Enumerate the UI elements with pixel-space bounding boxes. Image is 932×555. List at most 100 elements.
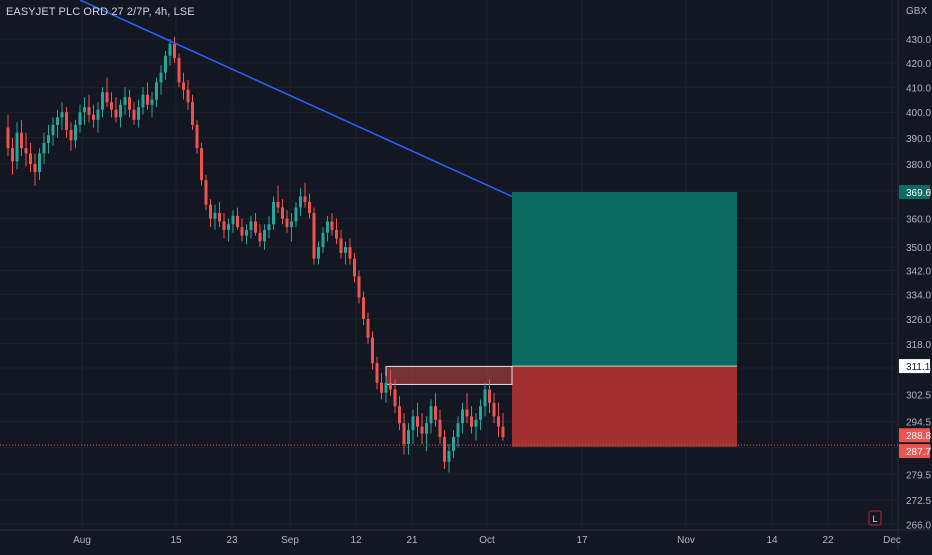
candle-body [110,102,113,110]
currency-label: GBX [906,6,927,17]
candle-body [24,148,28,154]
candle-body [191,102,194,125]
candle-body [159,72,163,83]
candle-body [285,218,289,228]
candle-body [488,389,491,403]
candle-body [83,107,86,113]
candle-body [236,215,239,228]
candle-body [101,92,104,110]
candle-body [438,419,442,438]
candle-body [6,127,10,149]
candle-body [33,164,37,173]
candle-body [411,416,415,431]
trendline[interactable] [79,0,513,198]
candle-body [276,201,280,208]
candle-body [240,227,244,236]
price-label-box [899,428,930,443]
log-scale-button[interactable] [868,510,882,526]
log-scale-label: L [872,514,877,524]
candle-body [245,229,248,236]
candle-body [164,55,167,73]
candle-body [380,382,383,393]
candle-body [420,426,424,434]
time-tick-label: 12 [350,535,362,546]
price-label: 287.7 [906,447,931,458]
time-tick-label: Aug [73,535,91,546]
candle-body [186,89,190,103]
candle-body [78,112,82,125]
candle-body [150,99,154,105]
candle-body [132,109,136,120]
time-tick-label: Nov [677,535,695,546]
candle-body [456,423,460,438]
candle-body [362,297,365,319]
candle-body [20,132,23,149]
candle-body [452,437,455,452]
candle-body [348,247,352,259]
candle-body [231,215,235,225]
candle-body [497,416,500,427]
candle-body [47,135,50,143]
supply-zone-box[interactable] [385,365,513,385]
candle-body [60,112,64,118]
candle-body [344,247,347,253]
price-tick-label: 350.0 [906,243,931,254]
time-tick-label: 22 [822,535,834,546]
candle-body [375,363,379,383]
candle-body [402,423,406,445]
candle-body [137,107,140,120]
candle-body [290,221,293,228]
price-label: 311.1 [906,362,931,373]
candle-body [479,406,482,420]
target-zone[interactable] [512,192,737,367]
candle-body [407,430,410,445]
candle-body [281,207,284,219]
candle-body [92,114,95,120]
stop-zone[interactable] [512,366,737,447]
candle-body [204,180,208,205]
candle-body [254,221,257,233]
candle-body [474,419,478,427]
time-tick-label: Dec [883,535,901,546]
candle-body [200,148,203,181]
time-tick-label: 17 [576,535,588,546]
candle-body [213,213,217,219]
candle-body [483,389,487,407]
candle-body [258,232,262,242]
candle-body [294,207,298,222]
candle-body [429,406,433,424]
candle-body [470,416,473,427]
candle-body [321,232,325,248]
candle-body [15,132,19,162]
candle-body [317,247,320,259]
candle-body [434,406,437,420]
candle-body [209,204,212,219]
price-tick-label: 360.0 [906,215,931,226]
price-tick-label: 318.0 [906,340,931,351]
price-tick-label: 326.0 [906,315,931,326]
candle-body [182,82,185,90]
candle-body [299,196,302,208]
candle-body [146,94,149,105]
price-tick-label: 430.0 [906,35,931,46]
price-tick-label: 400.0 [906,108,931,119]
candle-body [222,221,226,230]
candle-body [425,423,428,434]
candle-body [339,238,343,253]
candle-body [492,402,496,417]
symbol-title[interactable]: EASYJET PLC ORD 27 2/7P, 4h, LSE [6,6,195,18]
candle-body [141,94,145,108]
candle-body [105,92,109,103]
candle-body [96,109,100,120]
price-label: 369.6 [906,188,931,199]
candle-body [42,142,46,154]
price-tick-label: 302.5 [906,390,931,401]
candle-body [87,107,91,115]
price-tick-label: 272.5 [906,496,931,507]
time-tick-label: Oct [479,535,495,546]
price-label-box [899,185,930,200]
candle-body [65,112,68,131]
